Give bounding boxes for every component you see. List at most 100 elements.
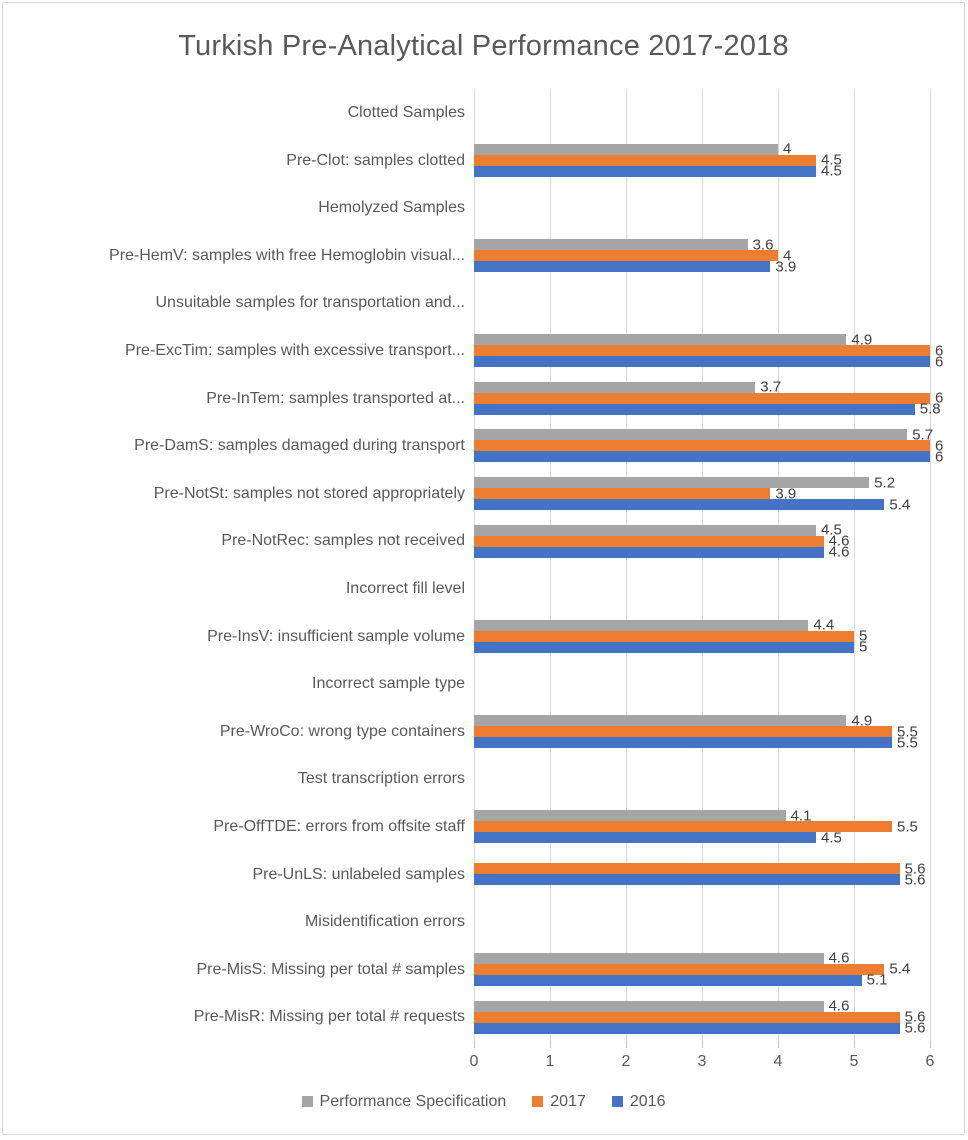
bar-value-label: 4	[782, 247, 792, 265]
bar-value-label: 3.9	[775, 485, 797, 503]
bar-2016: 5	[474, 640, 867, 655]
x-axis-labels: 0 1 2 3 4 5 6	[3, 1049, 964, 1077]
legend-swatch-2016	[611, 1096, 623, 1108]
bar-2016: 4.5	[474, 830, 842, 845]
bar-value-label: 5.5	[897, 723, 918, 741]
bar-value-label: 6	[935, 389, 944, 407]
bar-value-label: 5.7	[912, 426, 934, 444]
bar-2016: 5.8	[474, 402, 941, 417]
bar-2016: 4.6	[474, 545, 849, 560]
axis-tick	[550, 1040, 551, 1048]
category-row: Pre-OffTDE: errors from offsite staff 4.1…	[3, 803, 964, 851]
x-axis-label: 0	[469, 1052, 479, 1070]
category-row: Pre-Clot: samples clotted 4 4.5 4.5	[3, 137, 964, 185]
category-bars: 5.2 3.9 5.4	[474, 470, 930, 518]
x-axis-label: 4	[773, 1052, 783, 1070]
bar-value-label: 4.9	[851, 331, 873, 349]
bar-2016: 5.6	[474, 872, 925, 887]
category-label: Pre-NotSt: samples not stored appropriat…	[153, 484, 465, 502]
bar-value-label: 3.7	[760, 378, 782, 396]
category-row: Pre-UnLS: unlabeled samples 5.6 5.6	[3, 851, 964, 899]
category-row: Pre-ExcTim: samples with excessive trans…	[3, 327, 964, 375]
category-label: Incorrect sample type	[312, 675, 465, 693]
category-row: Misidentification errors	[3, 898, 964, 946]
bar-value-label: 5.8	[919, 400, 941, 418]
category-bars	[474, 755, 930, 803]
bar-value-label: 4.5	[821, 162, 842, 180]
bar-value-label: 5.6	[904, 871, 926, 889]
category-label: Pre-DamS: samples damaged during transpo…	[134, 437, 465, 455]
legend-label: Performance Specification	[319, 1092, 507, 1110]
gridline	[854, 89, 855, 1041]
bar-value-label: 3.6	[752, 236, 774, 254]
x-axis-label: 5	[849, 1052, 859, 1070]
category-label: Incorrect fill level	[345, 579, 465, 597]
category-bars: 4.4 5 5	[474, 613, 930, 661]
bar-value-label: 5.6	[904, 1008, 926, 1026]
bar-2017: 5.6	[474, 1010, 925, 1025]
category-bars: 5.7 6 6	[474, 422, 943, 470]
bar-2017: 6	[474, 343, 943, 358]
category-label: Pre-HemV: samples with free Hemoglobin v…	[109, 246, 465, 264]
bar-value-label: 4.5	[821, 151, 842, 169]
legend-label: 2017	[550, 1092, 586, 1110]
category-label: Pre-MisS: Missing per total # samples	[196, 960, 465, 978]
axis-tick	[626, 1040, 627, 1048]
bar-value-label: 4.5	[821, 521, 842, 539]
bar-value-label: 4.4	[813, 616, 835, 634]
bar-2016: 6	[474, 449, 943, 464]
bar-2016: 5.4	[474, 497, 910, 512]
bar-2017: 4.5	[474, 153, 842, 168]
legend-label: 2016	[629, 1092, 666, 1110]
bar-performance-specification: 4.1	[474, 808, 811, 823]
bar-2017: 5.5	[474, 819, 918, 834]
bar-performance-specification: 4.9	[474, 332, 872, 347]
bar-2016: 5.1	[474, 973, 887, 988]
bar-2017: 4	[474, 248, 791, 263]
bar-value-label: 5.5	[897, 818, 918, 836]
bar-performance-specification: 4.6	[474, 999, 849, 1014]
bar-2016: 6	[474, 354, 943, 369]
bar-2016: 5.5	[474, 735, 918, 750]
axis-tick	[702, 1040, 703, 1048]
x-axis-label: 2	[621, 1052, 631, 1070]
chart-title: Turkish Pre-Analytical Performance 2017-…	[178, 29, 789, 62]
legend-swatch-2017	[532, 1096, 544, 1108]
category-row: Test transcription errors	[3, 755, 964, 803]
axis-tick	[930, 1040, 931, 1048]
bar-2017: 5.5	[474, 724, 918, 739]
bar-value-label: 6	[935, 353, 944, 371]
category-label: Pre-NotRec: samples not received	[221, 532, 465, 550]
gridlines	[474, 89, 931, 1041]
bar-performance-specification: 3.6	[474, 237, 773, 252]
axis-tick	[854, 1040, 855, 1048]
category-row: Incorrect fill level	[3, 565, 964, 613]
bar-2016: 3.9	[474, 259, 796, 274]
bar-value-label: 5	[859, 638, 868, 656]
category-bars: 3.7 6 5.8	[474, 375, 943, 423]
bar-value-label: 6	[935, 448, 944, 466]
bar-2017: 5.4	[474, 962, 910, 977]
category-label: Pre-WroCo: wrong type containers	[219, 722, 465, 740]
bar-value-label: 3.9	[775, 258, 797, 276]
bar-value-label: 4.1	[790, 807, 812, 825]
bar-value-label: 4.5	[821, 829, 842, 847]
bar-value-label: 4.6	[828, 949, 850, 967]
category-bars: 3.6 4 3.9	[474, 232, 930, 280]
category-row: Unsuitable samples for transportation an…	[3, 279, 964, 327]
category-row: Pre-WroCo: wrong type containers 4.9 5.5 5.…	[3, 708, 964, 756]
bar-value-label: 5.5	[897, 734, 918, 752]
x-axis-label: 1	[545, 1052, 555, 1070]
category-bars: 4.5 4.6 4.6	[474, 517, 930, 565]
category-row: Clotted Samples	[3, 89, 964, 137]
bar-value-label: 5.1	[866, 971, 888, 989]
category-bars: 4.1 5.5 4.5	[474, 803, 930, 851]
category-row: Pre-NotSt: samples not stored appropriat…	[3, 470, 964, 518]
bar-2017: 4.6	[474, 534, 849, 549]
category-label: Pre-Clot: samples clotted	[286, 151, 465, 169]
bar-performance-specification: 3.7	[474, 380, 781, 395]
bar-value-label: 6	[935, 437, 944, 455]
gridline	[549, 89, 551, 1041]
bar-performance-specification: 5.2	[474, 475, 895, 490]
